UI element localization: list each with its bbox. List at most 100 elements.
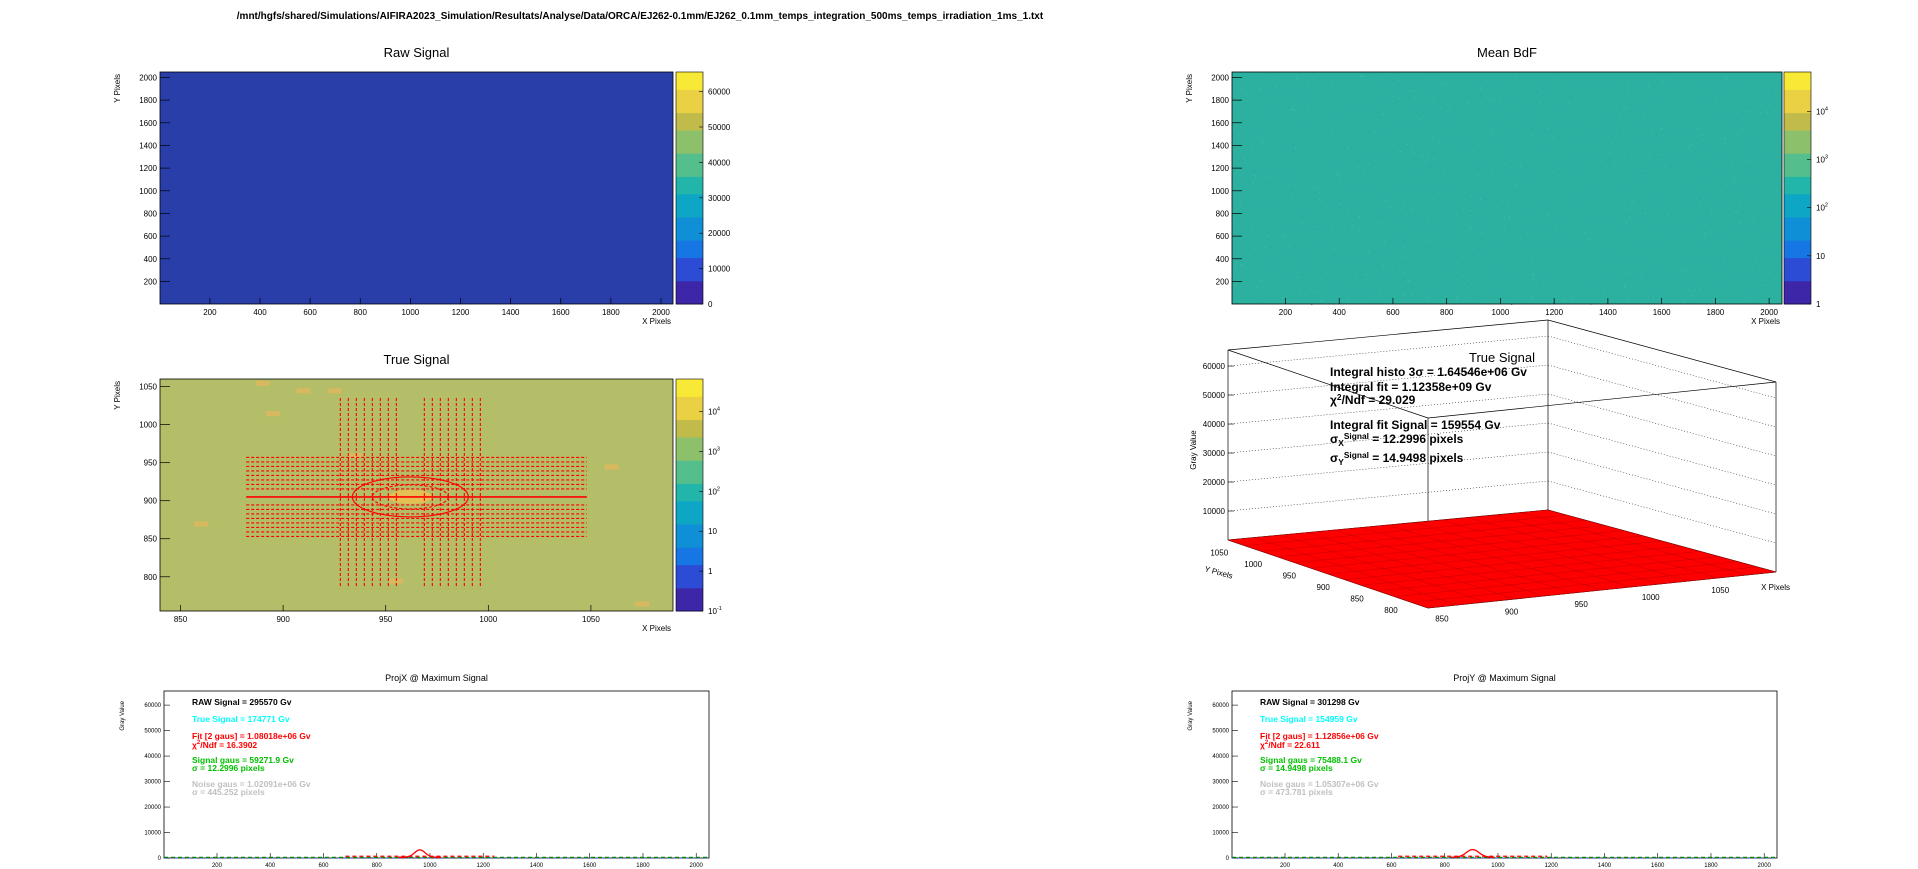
- mean-bdf-noise-pixel: [1401, 179, 1402, 180]
- mean-bdf-noise-pixel: [1414, 97, 1415, 98]
- mean-bdf-colorbar-cell: [1784, 188, 1811, 194]
- raw-signal-colorbar-tick-label: 60000: [708, 88, 731, 97]
- mean-bdf-noise-pixel: [1506, 119, 1507, 120]
- true-signal-2d-colorbar-cell: [676, 512, 703, 518]
- mean-bdf-noise-pixel: [1412, 286, 1413, 287]
- mean-bdf-noise-pixel: [1434, 165, 1435, 166]
- mean-bdf-noise-pixel: [1552, 75, 1553, 76]
- mean-bdf-noise-pixel: [1603, 253, 1604, 254]
- mean-bdf-noise-pixel: [1746, 199, 1747, 200]
- projy-y-title: Gray Value: [1188, 700, 1194, 730]
- mean-bdf-noise-pixel: [1775, 111, 1776, 112]
- mean-bdf-noise-pixel: [1651, 126, 1652, 127]
- mean-bdf-noise-pixel: [1642, 127, 1643, 128]
- mean-bdf-noise-pixel: [1520, 177, 1521, 178]
- mean-bdf-noise-pixel: [1600, 160, 1601, 161]
- mean-bdf-noise-pixel: [1571, 140, 1572, 141]
- mean-bdf-noise-pixel: [1593, 182, 1594, 183]
- mean-bdf-colorbar-cell: [1784, 95, 1811, 101]
- mean-bdf-noise-pixel: [1481, 232, 1482, 233]
- mean-bdf-noise-pixel: [1419, 119, 1420, 120]
- true-signal-3d-y-tick-label: 950: [1283, 572, 1297, 581]
- mean-bdf-noise-pixel: [1692, 263, 1693, 264]
- mean-bdf-noise-pixel: [1473, 229, 1474, 230]
- mean-bdf-noise-pixel: [1303, 83, 1304, 84]
- mean-bdf-noise-pixel: [1531, 261, 1532, 262]
- mean-bdf-noise-pixel: [1240, 81, 1241, 82]
- mean-bdf-noise-pixel: [1255, 177, 1256, 178]
- true-signal-2d-x-tick-label: 1050: [582, 615, 600, 624]
- mean-bdf-colorbar-cell: [1784, 229, 1811, 235]
- mean-bdf-noise-pixel: [1698, 219, 1699, 220]
- mean-bdf-noise-pixel: [1670, 99, 1671, 100]
- mean-bdf-noise-pixel: [1581, 158, 1582, 159]
- mean-bdf-noise-pixel: [1664, 154, 1665, 155]
- projy-y-tick-label: 20000: [1212, 805, 1229, 811]
- true-signal-3d-x-tick-label: 950: [1574, 600, 1588, 609]
- mean-bdf-noise-pixel: [1269, 246, 1270, 247]
- mean-bdf-noise-pixel: [1341, 200, 1342, 201]
- mean-bdf-noise-pixel: [1386, 200, 1387, 201]
- mean-bdf-noise-pixel: [1768, 273, 1769, 274]
- mean-bdf-noise-pixel: [1665, 177, 1666, 178]
- mean-bdf-noise-pixel: [1456, 103, 1457, 104]
- stat-integral-fit: Integral fit = 1.12358e+09 Gv: [1330, 380, 1492, 394]
- mean-bdf-noise-pixel: [1688, 228, 1689, 229]
- true-signal-hot-pixel: [327, 388, 341, 393]
- mean-bdf-noise-pixel: [1683, 95, 1684, 96]
- mean-bdf-noise-pixel: [1375, 155, 1376, 156]
- mean-bdf-noise-pixel: [1255, 221, 1256, 222]
- mean-bdf-noise-pixel: [1391, 131, 1392, 132]
- projy-y-tick-label: 60000: [1212, 703, 1229, 709]
- mean-bdf-noise-pixel: [1756, 267, 1757, 268]
- mean-bdf-noise-pixel: [1387, 298, 1388, 299]
- projx-x-tick-label: 400: [265, 863, 276, 869]
- projy-y-tick-label: 0: [1226, 856, 1230, 862]
- mean-bdf-noise-pixel: [1330, 286, 1331, 287]
- mean-bdf-noise-pixel: [1623, 187, 1624, 188]
- mean-bdf-noise-pixel: [1769, 244, 1770, 245]
- mean-bdf-noise-pixel: [1358, 188, 1359, 189]
- mean-bdf-noise-pixel: [1700, 198, 1701, 199]
- mean-bdf-noise-pixel: [1659, 273, 1660, 274]
- mean-bdf-noise-pixel: [1604, 289, 1605, 290]
- mean-bdf-noise-pixel: [1472, 136, 1473, 137]
- mean-bdf-noise-pixel: [1547, 215, 1548, 216]
- mean-bdf-noise-pixel: [1702, 134, 1703, 135]
- mean-bdf-noise-pixel: [1518, 140, 1519, 141]
- mean-bdf-noise-pixel: [1712, 234, 1713, 235]
- mean-bdf-noise-pixel: [1769, 251, 1770, 252]
- mean-bdf-noise-pixel: [1445, 226, 1446, 227]
- mean-bdf-noise-pixel: [1405, 125, 1406, 126]
- mean-bdf-noise-pixel: [1261, 134, 1262, 135]
- mean-bdf-noise-pixel: [1348, 302, 1349, 303]
- mean-bdf-noise-pixel: [1446, 84, 1447, 85]
- mean-bdf-noise-pixel: [1626, 222, 1627, 223]
- mean-bdf-noise-pixel: [1644, 207, 1645, 208]
- mean-bdf-noise-pixel: [1752, 266, 1753, 267]
- mean-bdf-noise-pixel: [1301, 254, 1302, 255]
- mean-bdf-noise-pixel: [1538, 135, 1539, 136]
- mean-bdf-noise-pixel: [1295, 245, 1296, 246]
- mean-bdf-colorbar-cell: [1784, 153, 1811, 159]
- mean-bdf-noise-pixel: [1362, 277, 1363, 278]
- true-signal-3d-z-tick-label: 60000: [1203, 362, 1226, 371]
- mean-bdf-colorbar-cell: [1784, 275, 1811, 281]
- mean-bdf-noise-pixel: [1751, 190, 1752, 191]
- mean-bdf-noise-pixel: [1301, 116, 1302, 117]
- true-signal-2d-colorbar-tick-label: 10: [708, 527, 717, 536]
- mean-bdf-colorbar-cell: [1784, 171, 1811, 177]
- mean-bdf-colorbar-cell: [1784, 182, 1811, 188]
- mean-bdf-noise-pixel: [1414, 152, 1415, 153]
- true-signal-2d-colorbar-cell: [676, 385, 703, 391]
- mean-bdf-noise-pixel: [1288, 173, 1289, 174]
- mean-bdf-noise-pixel: [1403, 246, 1404, 247]
- mean-bdf-noise-pixel: [1399, 214, 1400, 215]
- mean-bdf-noise-pixel: [1326, 273, 1327, 274]
- mean-bdf-noise-pixel: [1612, 143, 1613, 144]
- mean-bdf-noise-pixel: [1336, 121, 1337, 122]
- mean-bdf-noise-pixel: [1411, 126, 1412, 127]
- mean-bdf-noise-pixel: [1732, 277, 1733, 278]
- mean-bdf-noise-pixel: [1734, 211, 1735, 212]
- mean-bdf-noise-pixel: [1310, 160, 1311, 161]
